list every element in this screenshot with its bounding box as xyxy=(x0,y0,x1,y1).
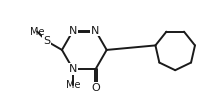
Text: N: N xyxy=(69,64,77,74)
Text: O: O xyxy=(91,83,100,93)
Text: N: N xyxy=(69,26,77,36)
Text: N: N xyxy=(91,26,100,36)
Text: S: S xyxy=(43,36,50,46)
Text: Me: Me xyxy=(30,27,44,37)
Text: Me: Me xyxy=(66,80,80,90)
